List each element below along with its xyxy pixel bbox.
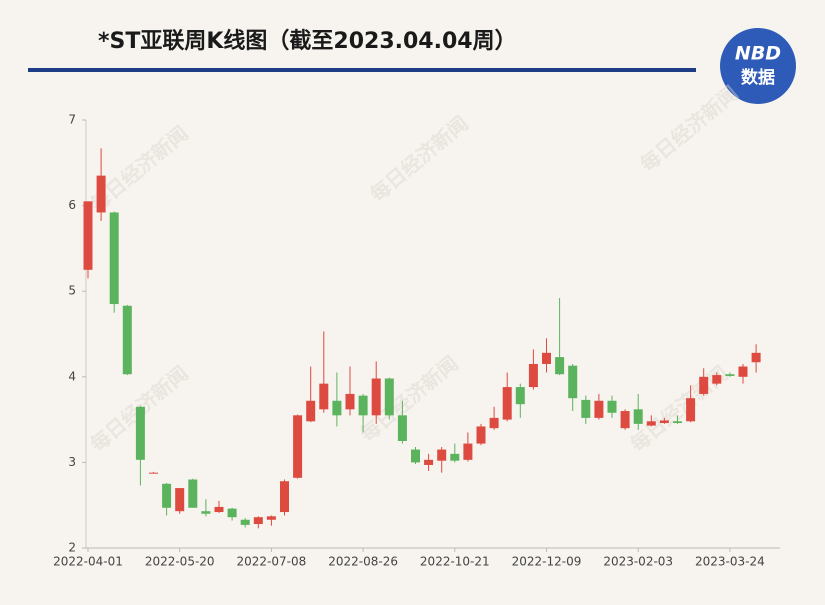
candle-body	[332, 400, 342, 416]
candle-body	[646, 421, 656, 426]
chart-title: *ST亚联周K线图（截至2023.04.04周）	[98, 28, 517, 54]
y-tick-label: 7	[68, 113, 76, 127]
candle-body	[358, 395, 368, 416]
candle-body	[162, 483, 172, 508]
logo-text: NBD	[735, 43, 781, 65]
candle-body	[266, 516, 276, 520]
candle-body	[214, 506, 224, 513]
x-tick-label: 2022-10-21	[420, 555, 490, 569]
candle-body	[201, 511, 211, 514]
candle-body	[109, 212, 119, 305]
y-tick-label: 3	[68, 455, 76, 469]
candle-body	[712, 375, 722, 384]
candle-body	[384, 378, 394, 416]
candle-body	[411, 449, 420, 463]
candle-body	[686, 398, 696, 422]
candle-body	[122, 305, 132, 375]
candle-body	[725, 374, 735, 376]
y-tick-label: 4	[68, 369, 76, 383]
candle-body	[253, 517, 263, 525]
candle-body	[149, 472, 158, 474]
candle-body	[83, 201, 93, 270]
y-tick-label: 2	[68, 541, 76, 555]
candle-body	[659, 420, 669, 424]
x-tick-label: 2022-12-09	[512, 555, 582, 569]
y-tick-label: 6	[68, 198, 76, 212]
candle-body	[96, 175, 106, 213]
candle-body	[594, 400, 604, 418]
candle-body	[450, 453, 460, 461]
x-tick-label: 2022-07-08	[237, 555, 307, 569]
y-tick-label: 5	[68, 284, 76, 298]
candle-body	[175, 488, 185, 512]
candle-body	[437, 449, 447, 461]
candle-body	[555, 357, 565, 375]
candle-body	[424, 459, 434, 465]
title-rule	[28, 68, 696, 72]
candle-body	[371, 378, 381, 416]
candle-body	[306, 400, 316, 422]
candle-body	[607, 400, 617, 413]
candle-body	[489, 417, 499, 429]
x-tick-label: 2023-03-24	[695, 555, 765, 569]
x-tick-label: 2023-02-03	[603, 555, 673, 569]
candle-body	[528, 363, 538, 388]
candle-body	[633, 409, 643, 424]
candle-body	[620, 411, 630, 429]
candle-body	[188, 479, 198, 508]
candle-body	[568, 365, 578, 399]
candle-body	[542, 352, 551, 364]
candle-body	[345, 393, 355, 410]
candle-body	[476, 426, 486, 444]
candle-body	[135, 406, 145, 460]
x-tick-label: 2022-04-01	[53, 555, 123, 569]
x-tick-label: 2022-08-26	[328, 555, 398, 569]
candle-body	[502, 387, 512, 420]
candle-body	[280, 481, 289, 513]
candle-body	[738, 366, 748, 377]
candle-body	[463, 443, 473, 460]
x-tick-label: 2022-05-20	[145, 555, 215, 569]
candle-body	[699, 376, 709, 394]
candle-body	[293, 415, 303, 478]
candle-body	[397, 415, 407, 441]
candle-body	[227, 508, 237, 518]
logo-badge	[720, 28, 796, 104]
candle-body	[515, 387, 525, 405]
logo-text: 数据	[741, 67, 775, 88]
candle-body	[673, 421, 682, 424]
candle-body	[319, 383, 329, 410]
candle-body	[751, 352, 761, 363]
candle-body	[581, 399, 591, 418]
candle-body	[240, 519, 250, 525]
